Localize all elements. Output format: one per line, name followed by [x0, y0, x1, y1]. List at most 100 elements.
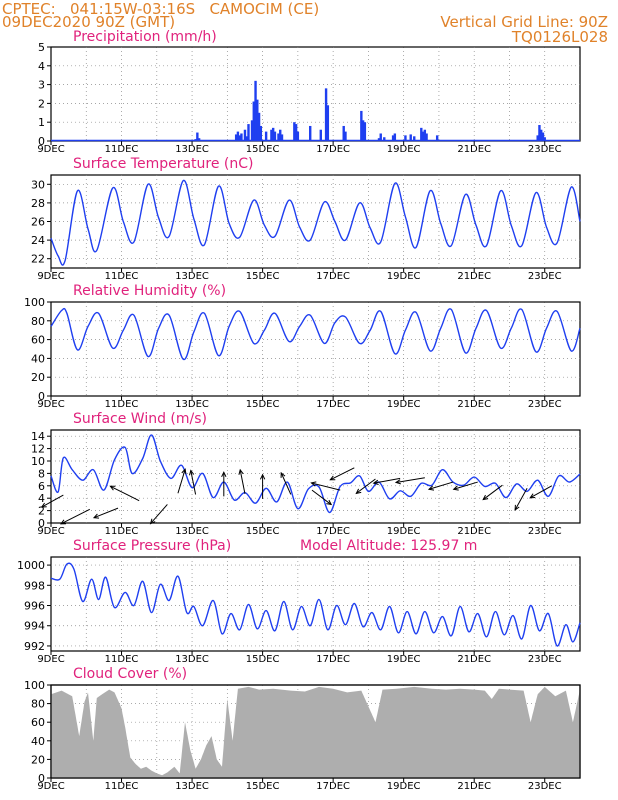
wind-arrow-head — [326, 499, 333, 506]
rh-ytick-label: 80 — [31, 315, 45, 328]
cloud-xtick-label: 21DEC — [457, 781, 491, 792]
precip-bar — [296, 131, 300, 141]
precip-bar — [363, 122, 367, 141]
precip-bar — [319, 129, 322, 141]
precip-ytick-label: 1 — [38, 116, 45, 129]
cloud-xtick-label: 9DEC — [37, 781, 64, 792]
precip-bar — [326, 105, 330, 141]
temp-xtick-label: 23DEC — [528, 271, 562, 282]
press-ytick-label: 1000 — [17, 559, 45, 572]
wind-arrow-head — [355, 488, 362, 495]
precip-ytick-label: 2 — [38, 97, 45, 110]
precip-xtick-label: 23DEC — [528, 144, 562, 155]
precip-ytick-label: 5 — [38, 41, 45, 54]
press-xtick-label: 21DEC — [457, 654, 491, 665]
precip-bar — [254, 80, 257, 141]
precip-xtick-label: 19DEC — [387, 144, 421, 155]
press-ytick-label: 994 — [24, 620, 45, 633]
precip-bar — [361, 120, 365, 141]
rh-ytick-label: 20 — [31, 371, 45, 384]
wind-xtick-label: 17DEC — [316, 526, 350, 537]
temp-xtick-label: 15DEC — [246, 271, 280, 282]
precip-xtick-label: 15DEC — [246, 144, 280, 155]
wind-arrow-head — [427, 485, 435, 491]
cloud-xtick-label: 19DEC — [387, 781, 421, 792]
precip-bar — [413, 136, 416, 141]
precip-bar — [409, 134, 412, 141]
temp-xtick-label: 11DEC — [105, 271, 139, 282]
precip-bar — [277, 133, 280, 141]
press-xtick-label: 11DEC — [105, 654, 139, 665]
wind-arrow-head — [109, 485, 116, 491]
cloud-xtick-label: 13DEC — [175, 781, 209, 792]
temp-ytick-label: 30 — [31, 178, 45, 191]
temp-ytick-label: 22 — [31, 253, 45, 266]
precip-bar — [344, 131, 347, 141]
precip-bar — [240, 133, 243, 141]
wind-arrow — [529, 485, 553, 499]
precip-bar — [264, 131, 268, 141]
cloud-xtick-label: 23DEC — [528, 781, 562, 792]
rh-xtick-label: 17DEC — [316, 399, 350, 410]
wind-arrow — [482, 484, 503, 500]
wind-arrow-head — [92, 513, 100, 519]
precip-panel: 0 1 2 3 4 5 9DEC 11DEC 13DEC 15DEC 17DEC 19DEC 21DEC… — [37, 29, 581, 155]
precip-bar — [293, 122, 296, 141]
cloud-ytick-label: 100 — [24, 679, 45, 692]
precip-title: Precipitation (mm/h) — [73, 29, 217, 45]
wind-arrow — [110, 485, 140, 502]
precip-bar — [196, 132, 199, 141]
precip-ytick-label: 0 — [38, 135, 45, 148]
wind-arrow-head — [514, 504, 520, 511]
precip-bar — [421, 131, 425, 141]
rh-xtick-label: 21DEC — [457, 399, 491, 410]
wind-xtick-label: 23DEC — [528, 526, 562, 537]
wind-xtick-label: 19DEC — [387, 526, 421, 537]
wind-arrow-head — [238, 468, 244, 475]
precip-bar — [257, 112, 261, 141]
precip-xtick-label: 21DEC — [457, 144, 491, 155]
wind-series-line — [50, 434, 581, 514]
press-xtick-label: 13DEC — [175, 654, 209, 665]
wind-ytick-label: 0 — [38, 517, 45, 530]
precip-bar — [420, 127, 423, 141]
precip-bar — [435, 135, 439, 141]
rh-xtick-label: 23DEC — [528, 399, 562, 410]
wind-arrow-head — [149, 518, 156, 525]
temp-panel: 22 24 26 28 30 9DEC 11DEC 13DEC 15DEC 17DEC 19DEC 2… — [31, 156, 581, 282]
cloud-title: Cloud Cover (%) — [73, 666, 187, 682]
precip-bar — [342, 125, 345, 141]
precip-xtick-label: 17DEC — [316, 144, 350, 155]
precip-bar — [391, 135, 395, 141]
wind-arrow-head — [452, 485, 459, 491]
wind-arrow-head — [59, 519, 67, 525]
precip-bar — [423, 129, 427, 141]
wind-arrow — [280, 472, 292, 495]
precip-bar — [324, 88, 328, 141]
precip-bar — [536, 135, 539, 141]
wind-arrow-head — [280, 471, 286, 478]
precip-bar — [273, 131, 277, 141]
rh-series-line — [50, 307, 581, 361]
wind-xtick-label: 21DEC — [457, 526, 491, 537]
cloud-ytick-label: 20 — [31, 753, 45, 766]
precip-bar — [540, 129, 543, 141]
cloud-frame-top — [50, 684, 581, 779]
wind-arrow — [373, 477, 401, 484]
cloud-ytick-label: 80 — [31, 698, 45, 711]
precip-bar — [279, 129, 282, 141]
wind-arrow-head — [372, 479, 379, 485]
precip-bar — [294, 124, 298, 141]
precip-bar — [541, 132, 545, 141]
precip-xtick-label: 11DEC — [105, 144, 139, 155]
precip-bar — [377, 138, 381, 141]
press-ytick-label: 992 — [24, 640, 45, 653]
wind-arrow-head — [40, 502, 47, 508]
precip-bar — [309, 125, 312, 141]
rh-xtick-label: 13DEC — [175, 399, 209, 410]
rh-xtick-label: 15DEC — [246, 399, 280, 410]
wind-ytick-label: 12 — [31, 443, 45, 456]
rh-xtick-label: 9DEC — [37, 399, 64, 410]
wind-ytick-label: 6 — [38, 480, 45, 493]
